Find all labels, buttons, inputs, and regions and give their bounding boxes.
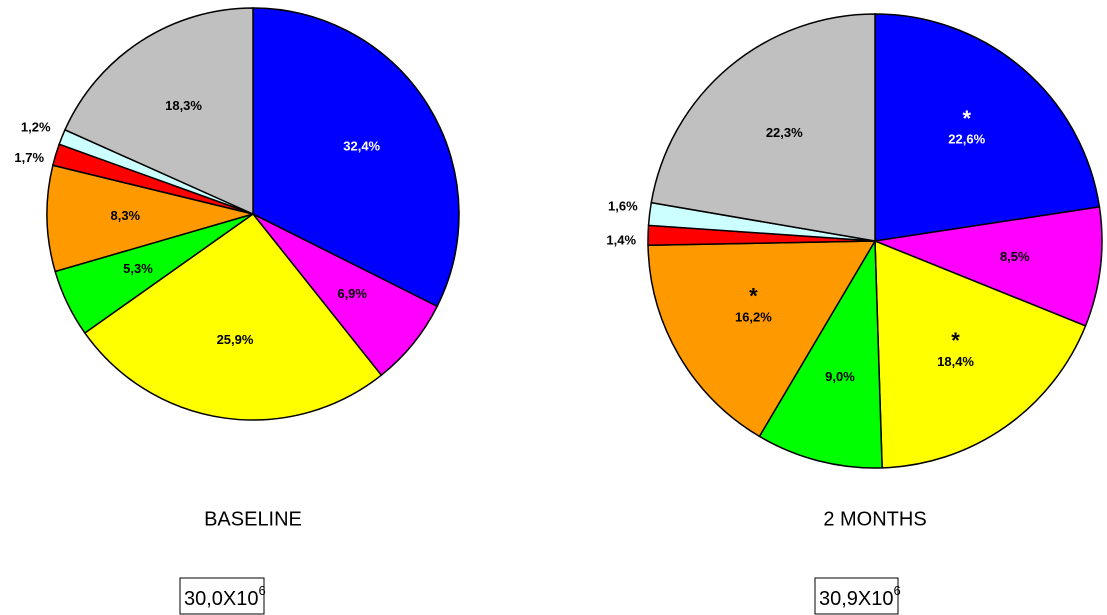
- chart-title: BASELINE: [204, 508, 302, 530]
- data-label: 6,9%: [337, 286, 367, 301]
- total-exponent: 6: [259, 583, 266, 598]
- data-label: 1,4%: [606, 233, 636, 248]
- data-label: 32,4%: [343, 138, 380, 153]
- total-box: [814, 577, 899, 615]
- data-label: 1,7%: [14, 150, 44, 165]
- pie-slice: [252, 7, 460, 308]
- pie-slice: [46, 164, 256, 273]
- pie-slice: [83, 212, 383, 421]
- pie-slice: [874, 13, 1101, 242]
- total-box: [179, 577, 265, 615]
- data-label: 8,5%: [1000, 249, 1030, 264]
- data-label: 25,9%: [217, 332, 254, 347]
- chart-title: 2 MONTHS: [823, 508, 926, 530]
- data-label: 22,3%: [766, 125, 803, 140]
- pie-slice: [647, 240, 877, 438]
- data-label: 16,2%: [735, 309, 772, 324]
- data-label: 1,6%: [608, 198, 638, 213]
- total-exponent: 6: [894, 583, 901, 598]
- pie-slice: [63, 7, 254, 216]
- data-label: 18,3%: [165, 98, 202, 113]
- significance-star: *: [749, 284, 758, 309]
- pie-slice: [872, 206, 1103, 327]
- significance-star: *: [951, 328, 960, 353]
- significance-star: *: [962, 106, 971, 131]
- data-label: 9,0%: [825, 369, 855, 384]
- total-base: 30,0X10: [184, 588, 259, 610]
- data-label: 18,4%: [937, 354, 974, 369]
- pie-slice: [758, 238, 883, 469]
- data-label: 1,2%: [21, 119, 51, 134]
- data-label: 5,3%: [123, 261, 153, 276]
- pie-slice: [650, 13, 876, 242]
- total-count: 30,9X106: [819, 583, 901, 610]
- pie-slice: [874, 239, 1087, 469]
- total-base: 30,9X10: [819, 588, 894, 610]
- data-label: 8,3%: [110, 208, 140, 223]
- data-label: 22,6%: [948, 132, 985, 147]
- total-count: 30,0X106: [184, 583, 266, 610]
